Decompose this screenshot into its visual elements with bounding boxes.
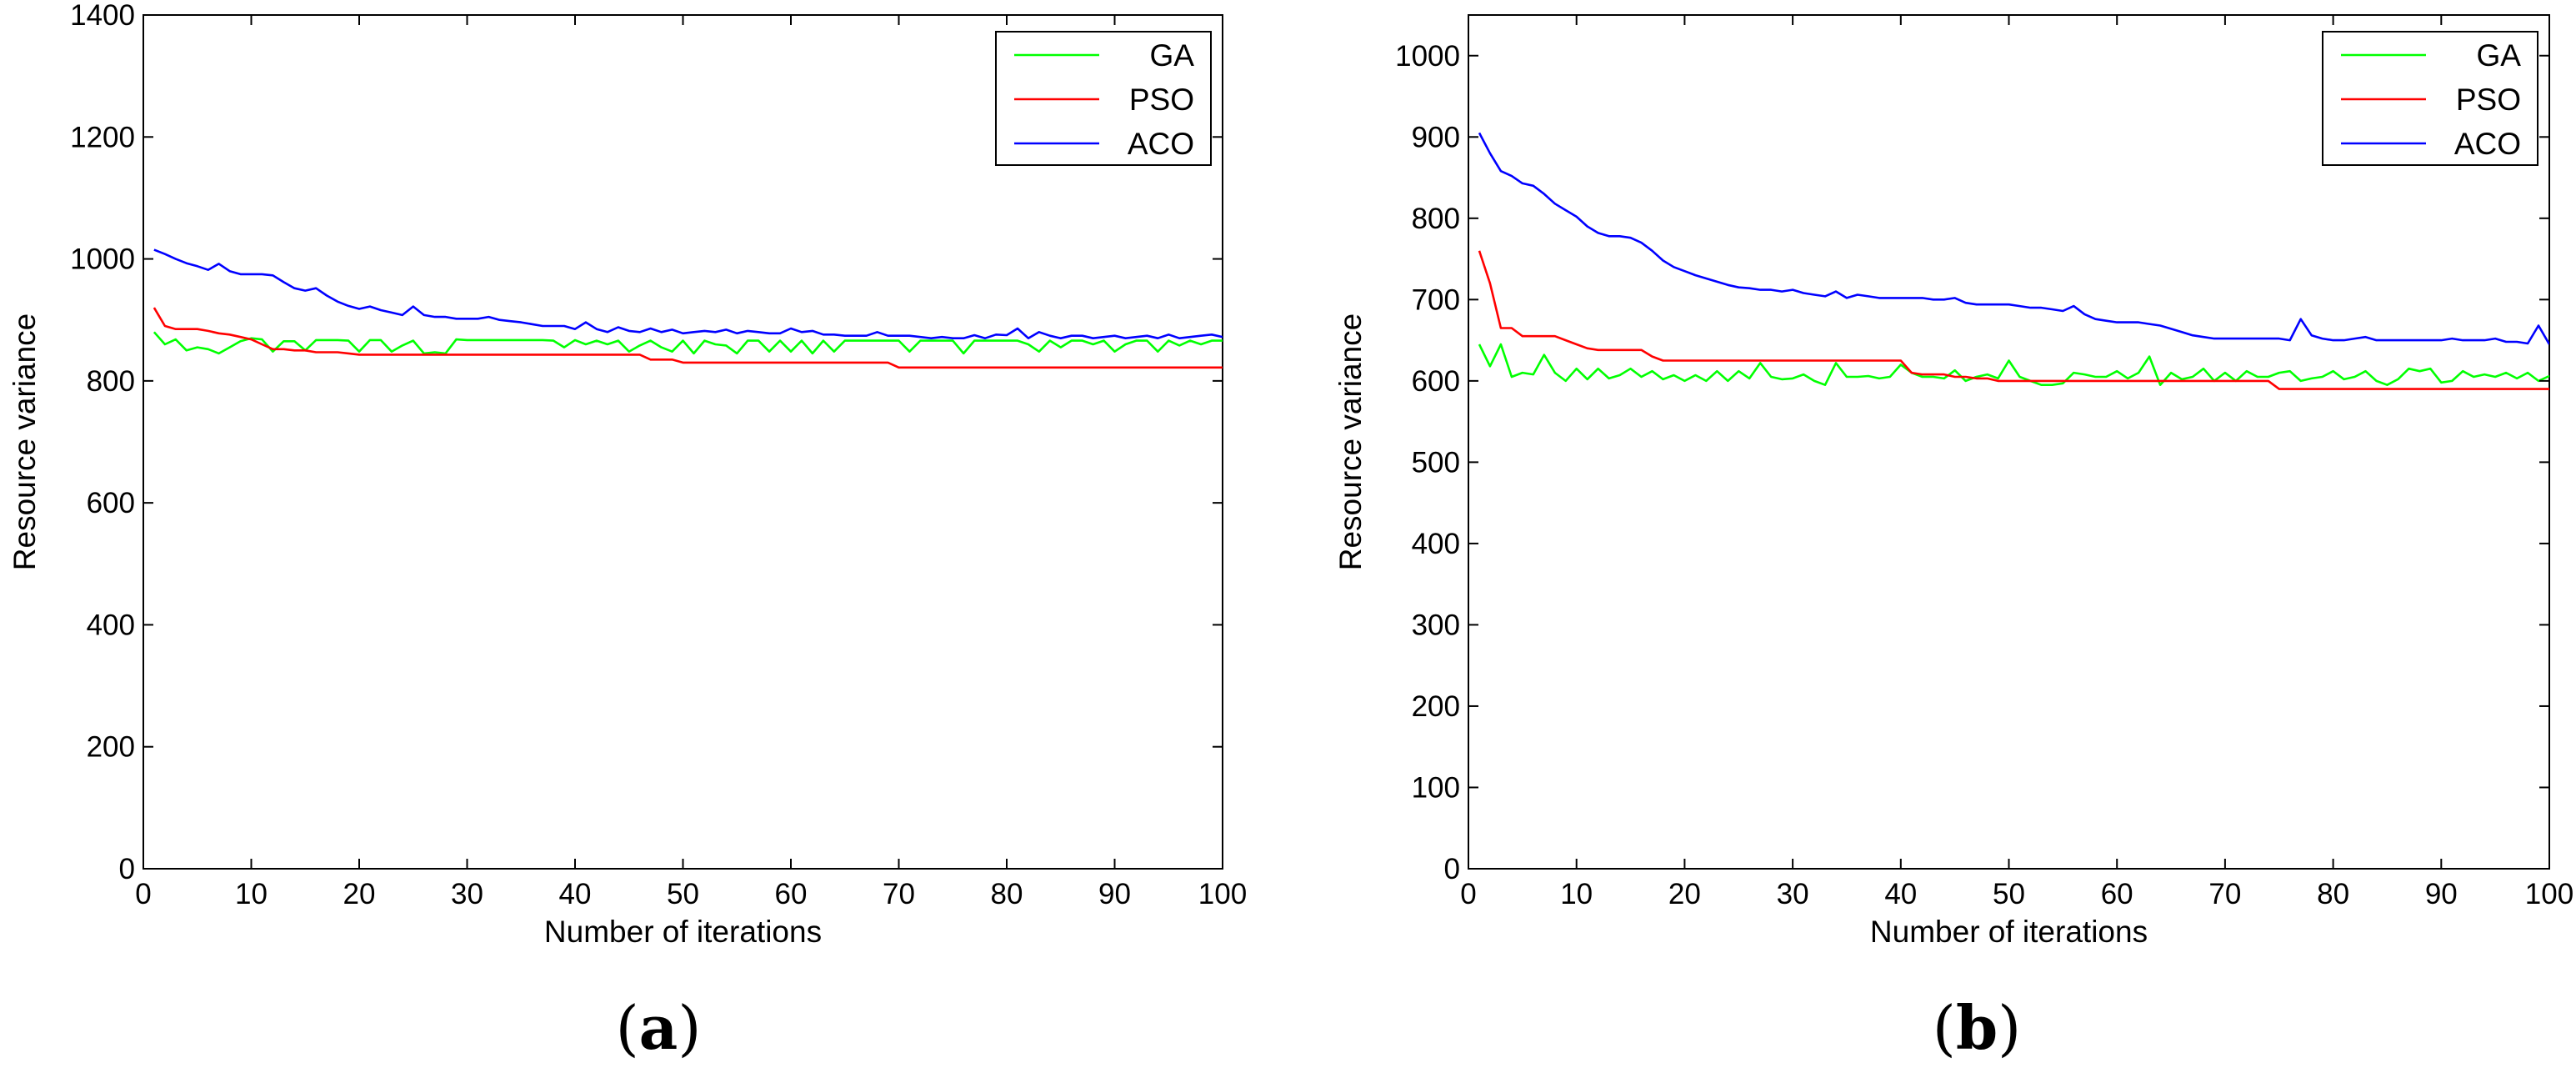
x-tick-label: 60 — [2101, 878, 2133, 910]
x-tick-label: 0 — [1460, 878, 1476, 910]
series-line-pso — [1478, 250, 2549, 390]
legend-label-pso: PSO — [1129, 83, 1194, 117]
x-tick-label: 70 — [2208, 878, 2241, 910]
series-line-aco — [1478, 132, 2549, 345]
y-tick-label: 1400 — [70, 0, 135, 32]
x-axis-label: Number of iterations — [544, 915, 822, 949]
series-line-ga — [153, 331, 1223, 355]
x-tick-label: 40 — [1884, 878, 1917, 910]
x-tick-label: 90 — [2425, 878, 2458, 910]
y-tick-label: 0 — [1444, 853, 1460, 885]
x-tick-label: 20 — [1668, 878, 1701, 910]
x-tick-label: 50 — [1993, 878, 2025, 910]
y-tick-label: 800 — [87, 365, 135, 398]
legend-label-pso: PSO — [2456, 83, 2521, 117]
x-tick-label: 60 — [775, 878, 808, 910]
y-tick-label: 700 — [1412, 283, 1460, 316]
legend-label-ga: GA — [2477, 38, 2522, 73]
chart-panel-a: 0 10 20 30 40 50 60 70 80 90 100020040060080010001… — [8, 0, 1247, 1063]
y-axis-label: Resource variance — [1333, 313, 1368, 570]
x-tick-label: 30 — [451, 878, 483, 910]
series-line-aco — [153, 248, 1223, 340]
y-tick-label: 800 — [1412, 203, 1460, 235]
y-tick-label: 1000 — [70, 243, 135, 276]
chart-panel-b: 0 10 20 30 40 50 60 70 80 90 100010020030040050060… — [1333, 14, 2573, 1063]
y-tick-label: 600 — [1412, 365, 1460, 398]
series-line-pso — [153, 307, 1223, 369]
x-tick-label: 80 — [991, 878, 1023, 910]
panel-label: (b) — [1933, 992, 2022, 1063]
y-tick-label: 600 — [87, 487, 135, 519]
x-tick-label: 0 — [135, 878, 151, 910]
y-tick-label: 400 — [87, 609, 135, 641]
legend: GA PSO ACO — [995, 31, 1212, 166]
y-tick-label: 400 — [1412, 528, 1460, 560]
legend-label-ga: GA — [1150, 38, 1195, 73]
y-tick-label: 1200 — [70, 121, 135, 153]
x-tick-label: 100 — [2525, 878, 2573, 910]
y-tick-label: 500 — [1412, 446, 1460, 479]
x-tick-label: 30 — [1777, 878, 1809, 910]
x-axis-label: Number of iterations — [1870, 915, 2148, 949]
x-tick-label: 20 — [343, 878, 376, 910]
y-tick-label: 100 — [1412, 771, 1460, 804]
x-tick-label: 100 — [1198, 878, 1247, 910]
y-tick-label: 200 — [87, 731, 135, 764]
legend-label-aco: ACO — [1128, 127, 1194, 161]
x-tick-label: 90 — [1098, 878, 1131, 910]
x-tick-label: 80 — [2317, 878, 2349, 910]
y-axis-label: Resource variance — [8, 313, 42, 570]
x-tick-label: 40 — [559, 878, 592, 910]
legend: GA PSO ACO — [2322, 31, 2538, 166]
x-tick-label: 50 — [667, 878, 699, 910]
y-tick-label: 900 — [1412, 121, 1460, 153]
series-line-ga — [1478, 343, 2549, 387]
x-tick-label: 10 — [1560, 878, 1593, 910]
x-tick-label: 10 — [235, 878, 268, 910]
y-tick-label: 1000 — [1395, 40, 1460, 73]
y-tick-label: 200 — [1412, 690, 1460, 723]
legend-label-aco: ACO — [2454, 127, 2521, 161]
y-tick-label: 300 — [1412, 609, 1460, 641]
y-tick-label: 0 — [119, 853, 135, 885]
x-tick-label: 70 — [883, 878, 915, 910]
panel-label: (a) — [616, 992, 702, 1063]
